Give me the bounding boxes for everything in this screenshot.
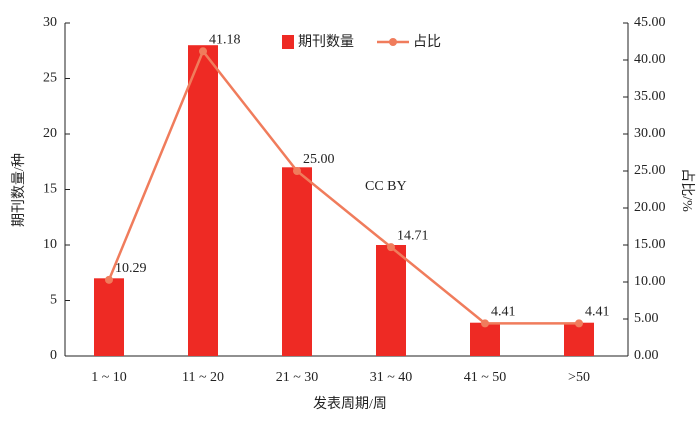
line-point <box>105 275 113 284</box>
line-point <box>575 319 583 328</box>
y-axis-label: 期刊数量/种 <box>11 153 27 227</box>
value-label: 14.71 <box>397 228 429 243</box>
y2-tick-label: 20.00 <box>634 200 666 215</box>
value-label: 4.41 <box>491 305 516 320</box>
y2-tick-label: 10.00 <box>634 274 666 289</box>
y2-tick-label: 40.00 <box>634 52 666 67</box>
y-tick-label: 5 <box>50 293 57 308</box>
y-tick-label: 30 <box>43 15 57 30</box>
bar <box>188 45 218 356</box>
line-point <box>481 319 489 328</box>
value-label: 10.29 <box>115 261 147 276</box>
line-point <box>387 243 395 252</box>
y-tick-label: 25 <box>43 71 57 86</box>
legend-swatch <box>389 38 397 46</box>
y2-axis-label: 占比/% <box>679 168 695 212</box>
y-tick-label: 15 <box>43 182 57 197</box>
y-tick-label: 0 <box>50 348 57 363</box>
y-tick-label: 20 <box>43 126 57 141</box>
bar <box>282 167 312 356</box>
line <box>107 48 579 325</box>
y2-tick-label: 15.00 <box>634 237 666 252</box>
bar <box>376 245 406 356</box>
value-label: 25.00 <box>303 152 335 167</box>
annotation: CC BY <box>365 179 407 194</box>
x-tick-label: 31 ~ 40 <box>370 370 413 385</box>
y2-tick-label: 25.00 <box>634 163 666 178</box>
y2-tick-label: 35.00 <box>634 89 666 104</box>
bar <box>470 322 500 356</box>
y2-tick-label: 0.00 <box>634 348 659 363</box>
x-tick-label: >50 <box>568 370 590 385</box>
y2-tick-label: 45.00 <box>634 15 666 30</box>
line-point <box>293 167 301 175</box>
x-tick-label: 21 ~ 30 <box>276 370 319 385</box>
y2-tick-label: 30.00 <box>634 126 666 141</box>
x-tick-label: 1 ~ 10 <box>91 370 127 385</box>
legend-label: 期刊数量 <box>298 34 354 50</box>
legend-label: 占比 <box>413 34 441 50</box>
y-tick-label: 10 <box>43 237 57 252</box>
value-label: 4.41 <box>585 305 610 320</box>
legend-swatch <box>282 35 294 49</box>
x-tick-label: 11 ~ 20 <box>182 370 224 385</box>
x-axis-label: 发表周期/周 <box>313 396 387 412</box>
value-label: 41.18 <box>209 32 241 47</box>
bar <box>94 278 124 356</box>
line-point <box>199 47 207 56</box>
bar <box>564 322 594 356</box>
x-tick-label: 41 ~ 50 <box>464 370 507 385</box>
y2-tick-label: 5.00 <box>634 311 659 326</box>
